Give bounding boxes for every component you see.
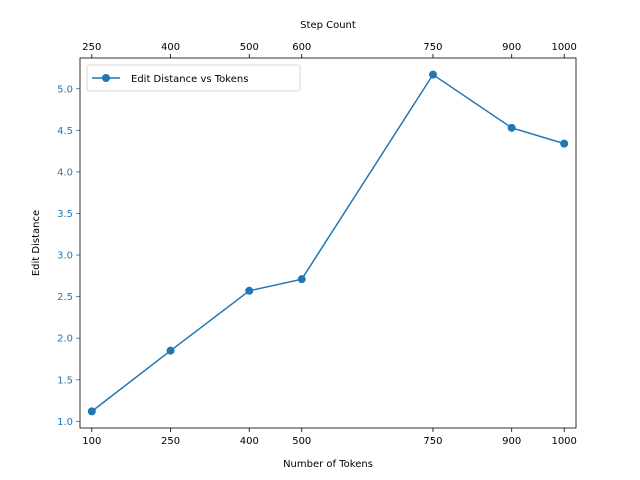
data-point — [428, 70, 437, 79]
x-axis-bottom: 100 250 400 500 750 900 1000 — [82, 428, 577, 447]
x-axis-label: Number of Tokens — [283, 459, 373, 470]
y-tick-label: 1.0 — [57, 417, 73, 428]
data-point — [560, 139, 569, 148]
y-tick-label: 1.5 — [57, 375, 73, 386]
x-axis-top-label: Step Count — [300, 20, 356, 31]
series-layer — [87, 70, 569, 416]
x-top-tick-label: 250 — [82, 42, 101, 53]
y-tick-label: 3.5 — [57, 209, 73, 220]
plot-frame — [79, 57, 577, 429]
legend-marker-swatch — [102, 74, 110, 82]
data-point — [245, 286, 254, 295]
series-line — [91, 73, 565, 412]
y-axis-label: Edit Distance — [31, 210, 42, 276]
y-tick-label: 4.5 — [57, 126, 73, 137]
legend-entry-label: Edit Distance vs Tokens — [131, 74, 248, 85]
x-top-tick-label: 1000 — [551, 42, 576, 53]
y-tick-label: 2.0 — [57, 334, 73, 345]
x-tick-label: 250 — [161, 436, 180, 447]
x-tick-label: 750 — [423, 436, 442, 447]
y-tick-label: 5.0 — [57, 84, 73, 95]
y-axis: 1.0 1.5 2.0 2.5 3.0 3.5 4.0 4.5 5.0 — [57, 84, 80, 428]
x-top-tick-label: 750 — [423, 42, 442, 53]
x-tick-label: 500 — [292, 436, 311, 447]
y-tick-label: 2.5 — [57, 292, 73, 303]
x-tick-label: 400 — [240, 436, 259, 447]
x-top-tick-label: 600 — [292, 42, 311, 53]
legend: Edit Distance vs Tokens — [86, 64, 301, 92]
data-point — [507, 123, 516, 132]
x-top-tick-label: 400 — [161, 42, 180, 53]
x-tick-label: 900 — [502, 436, 521, 447]
data-point — [166, 346, 175, 355]
x-tick-label: 1000 — [551, 436, 576, 447]
x-tick-label: 100 — [82, 436, 101, 447]
legend-box — [86, 64, 301, 92]
data-point — [87, 407, 96, 416]
data-point — [297, 275, 306, 284]
x-axis-top: 250 400 500 600 750 900 1000 — [82, 42, 577, 58]
x-top-tick-label: 900 — [502, 42, 521, 53]
y-tick-label: 3.0 — [57, 251, 73, 262]
y-tick-label: 4.0 — [57, 167, 73, 178]
x-top-tick-label: 500 — [240, 42, 259, 53]
